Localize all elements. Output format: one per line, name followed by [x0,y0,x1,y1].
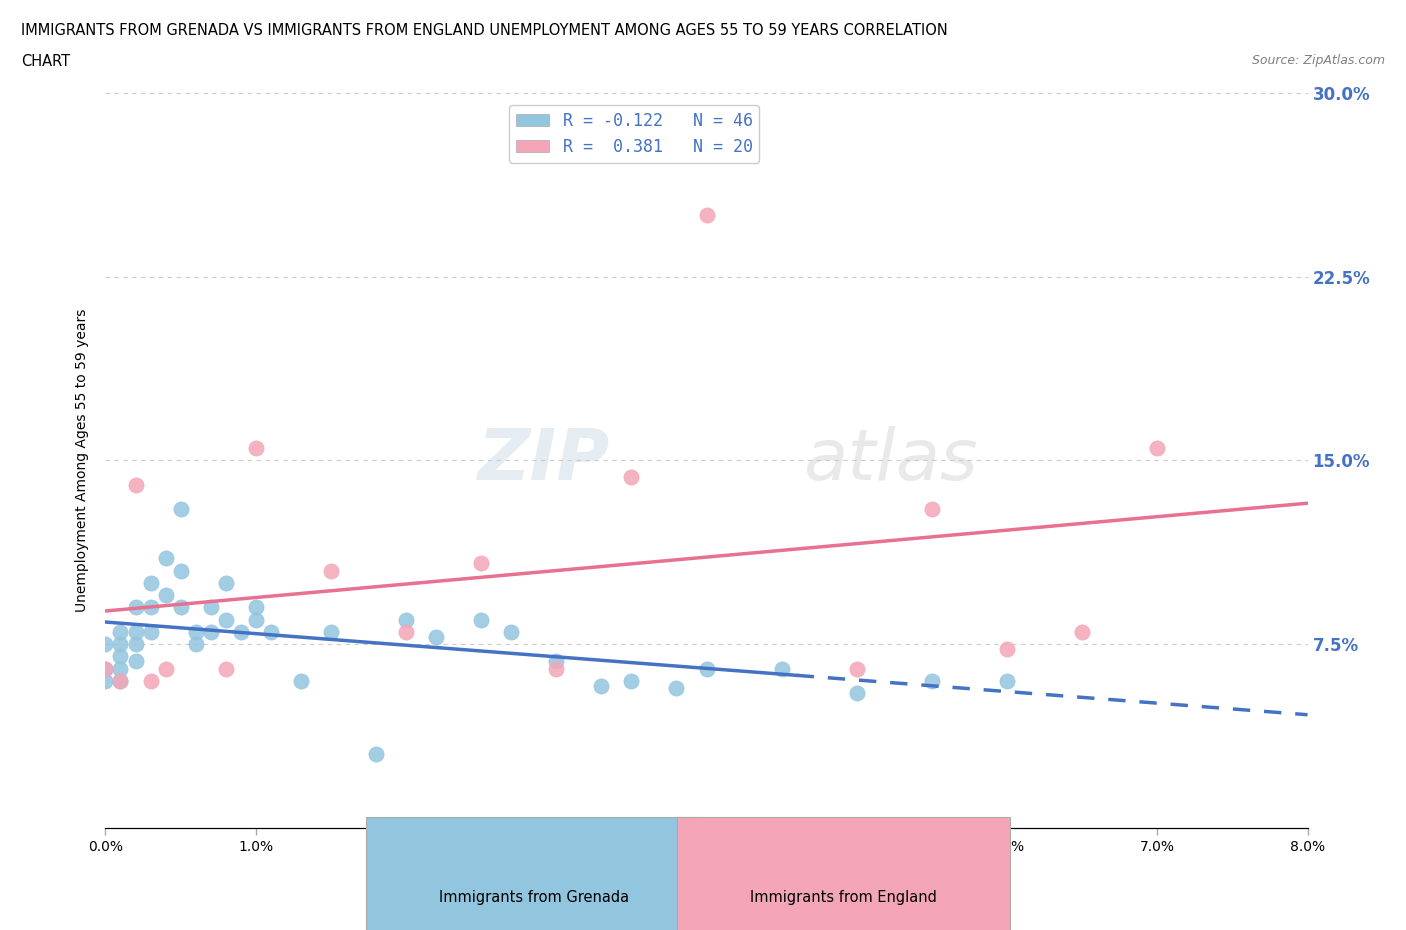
Point [770,661,793,676]
Point [665,681,688,696]
Point [845,661,868,676]
Point [921,502,943,517]
Point [845,685,868,700]
Text: Source: ZipAtlas.com: Source: ZipAtlas.com [1251,54,1385,67]
Point [995,642,1018,657]
Point [501,624,523,639]
Point [921,673,943,688]
Point [214,576,236,591]
Point [94,637,117,652]
Point [200,624,222,639]
Point [214,612,236,627]
Point [200,600,222,615]
Text: ZIP: ZIP [478,426,610,495]
Point [139,600,162,615]
Point [1071,624,1094,639]
Point [155,661,177,676]
Point [260,624,283,639]
Point [245,612,267,627]
Point [139,624,162,639]
Point [696,208,718,223]
Point [470,556,492,571]
Point [1146,441,1168,456]
Point [94,661,117,676]
Point [245,441,267,456]
Point [546,661,568,676]
Point [110,673,132,688]
Text: Immigrants from England: Immigrants from England [751,890,936,905]
Point [245,600,267,615]
Point [110,649,132,664]
Point [110,661,132,676]
Point [214,661,236,676]
Point [139,576,162,591]
Text: CHART: CHART [21,54,70,69]
Point [546,654,568,669]
Text: IMMIGRANTS FROM GRENADA VS IMMIGRANTS FROM ENGLAND UNEMPLOYMENT AMONG AGES 55 TO: IMMIGRANTS FROM GRENADA VS IMMIGRANTS FR… [21,23,948,38]
Point [155,588,177,603]
Point [94,673,117,688]
Point [395,624,418,639]
Text: atlas: atlas [803,426,977,495]
Point [124,654,146,669]
Point [139,673,162,688]
Point [155,551,177,565]
Point [184,637,207,652]
Y-axis label: Unemployment Among Ages 55 to 59 years: Unemployment Among Ages 55 to 59 years [76,309,90,612]
Point [169,600,191,615]
Point [364,747,387,762]
Point [995,673,1018,688]
Point [124,477,146,492]
Point [229,624,252,639]
Point [395,612,418,627]
Point [620,673,643,688]
Point [425,630,447,644]
Point [184,624,207,639]
Point [620,470,643,485]
Point [110,637,132,652]
Point [169,502,191,517]
Point [169,564,191,578]
Point [319,624,342,639]
Point [290,673,312,688]
Point [124,624,146,639]
Point [591,678,613,693]
Point [110,673,132,688]
Text: Immigrants from Grenada: Immigrants from Grenada [439,890,630,905]
Point [470,612,492,627]
Legend: R = -0.122   N = 46, R =  0.381   N = 20: R = -0.122 N = 46, R = 0.381 N = 20 [509,105,759,163]
Point [696,661,718,676]
Point [110,624,132,639]
Point [124,637,146,652]
Point [124,600,146,615]
Point [94,661,117,676]
Point [319,564,342,578]
